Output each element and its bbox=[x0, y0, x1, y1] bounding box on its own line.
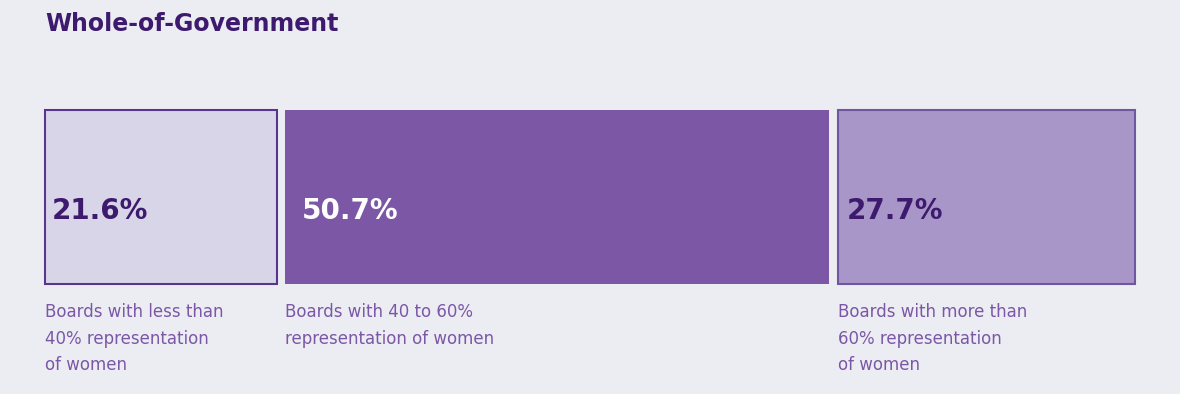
Text: Boards with 40 to 60%
representation of women: Boards with 40 to 60% representation of … bbox=[286, 303, 494, 348]
FancyBboxPatch shape bbox=[838, 110, 1135, 284]
Text: 50.7%: 50.7% bbox=[301, 197, 398, 225]
Text: Boards with more than
60% representation
of women: Boards with more than 60% representation… bbox=[838, 303, 1027, 374]
Text: 27.7%: 27.7% bbox=[846, 197, 943, 225]
Text: Boards with less than
40% representation
of women: Boards with less than 40% representation… bbox=[45, 303, 223, 374]
Text: 21.6%: 21.6% bbox=[52, 197, 149, 225]
FancyBboxPatch shape bbox=[286, 110, 830, 284]
FancyBboxPatch shape bbox=[45, 110, 277, 284]
Text: Whole-of-Government: Whole-of-Government bbox=[45, 12, 339, 36]
